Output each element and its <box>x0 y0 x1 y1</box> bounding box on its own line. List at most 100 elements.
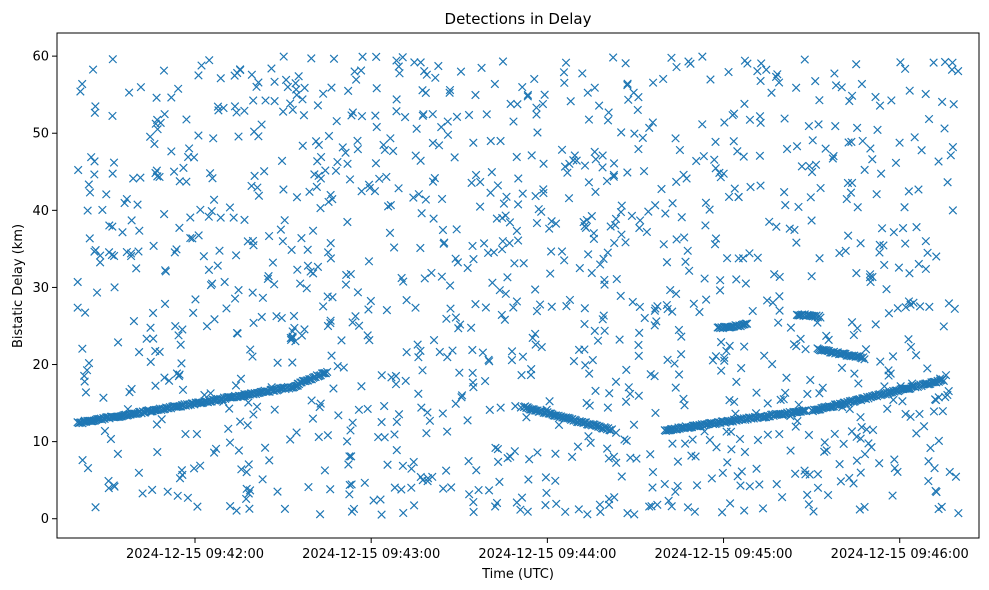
detection-point <box>347 480 356 489</box>
detection-point <box>671 177 681 187</box>
detection-point <box>502 192 511 202</box>
detection-point <box>354 405 364 415</box>
detection-point <box>831 121 840 131</box>
detection-point <box>288 327 297 336</box>
detection-point <box>423 476 432 486</box>
detection-point <box>85 234 94 243</box>
detection-point <box>801 344 810 354</box>
detection-point <box>437 272 447 281</box>
detection-point <box>674 370 684 379</box>
detection-point <box>213 102 223 111</box>
detection-point <box>146 323 155 332</box>
chart-title: Detections in Delay <box>445 10 592 28</box>
detection-point <box>868 155 877 164</box>
detection-point <box>716 366 726 375</box>
detection-point <box>411 303 420 312</box>
detection-point <box>131 264 141 273</box>
detection-point <box>596 507 605 517</box>
detection-point <box>148 308 158 318</box>
detection-point <box>188 234 197 243</box>
detection-point <box>249 410 258 419</box>
detection-point <box>178 470 187 480</box>
detection-point <box>830 69 839 78</box>
detection-point <box>512 498 522 507</box>
detection-point <box>540 90 549 99</box>
detection-point <box>493 457 503 467</box>
detection-point <box>294 72 303 81</box>
detection-point <box>889 395 898 405</box>
detection-point <box>297 331 307 340</box>
detection-point <box>276 225 286 234</box>
detection-point <box>733 472 742 481</box>
detection-point <box>946 151 956 160</box>
detection-point <box>914 185 923 194</box>
detection-point <box>451 399 460 408</box>
detection-point <box>875 101 885 110</box>
detection-point <box>318 89 328 98</box>
detection-point <box>844 473 854 483</box>
detection-point <box>803 389 812 399</box>
detection-point <box>316 399 325 408</box>
detection-point <box>475 177 485 187</box>
detection-point <box>925 302 934 312</box>
detection-point <box>877 224 887 233</box>
detection-point <box>84 180 94 189</box>
detection-point <box>924 457 933 466</box>
detection-point <box>208 134 218 143</box>
detection-point <box>145 132 155 141</box>
detection-point <box>906 300 915 309</box>
detection-point <box>333 361 342 371</box>
detection-point <box>253 183 262 192</box>
detection-point <box>163 487 172 496</box>
detection-point <box>501 289 511 299</box>
detection-point <box>781 200 790 210</box>
detection-point <box>138 489 147 498</box>
detection-point <box>544 224 554 233</box>
detection-point <box>725 395 734 405</box>
detection-point <box>518 352 528 361</box>
detection-point <box>365 335 374 345</box>
detection-point <box>248 352 257 361</box>
detection-point <box>380 145 390 155</box>
detection-point <box>357 187 366 196</box>
detection-point <box>304 482 313 492</box>
detection-point <box>175 223 184 233</box>
detection-point <box>701 198 711 207</box>
detection-point <box>717 508 727 517</box>
detection-point <box>800 55 809 64</box>
detection-point <box>398 277 408 286</box>
detection-point <box>806 193 816 202</box>
plot-frame <box>56 32 980 539</box>
detection-point <box>762 296 772 305</box>
detection-point <box>545 269 555 278</box>
detection-point <box>399 508 408 518</box>
detection-point <box>348 418 357 427</box>
detection-point <box>76 87 85 96</box>
detection-point <box>644 207 653 216</box>
detection-point <box>924 476 933 486</box>
detection-point <box>427 268 436 278</box>
detection-point <box>216 73 225 83</box>
detection-point <box>383 460 392 469</box>
detection-point <box>325 485 335 494</box>
detection-point <box>243 421 252 430</box>
detection-point <box>423 408 432 417</box>
detection-point <box>316 203 325 213</box>
detection-point <box>710 155 719 164</box>
detection-point <box>711 164 720 173</box>
detection-point <box>498 236 508 246</box>
detection-point <box>498 57 508 66</box>
detection-point <box>782 373 791 382</box>
detection-point <box>495 477 504 487</box>
detection-point <box>113 449 123 459</box>
detection-point <box>722 346 731 356</box>
detection-point <box>921 89 930 99</box>
detection-point <box>343 217 352 227</box>
detection-point <box>184 144 194 153</box>
detection-point <box>930 463 939 473</box>
detection-point <box>216 213 225 222</box>
detection-point <box>83 206 92 215</box>
detection-point <box>188 308 198 318</box>
detection-point <box>468 368 477 378</box>
detection-point <box>99 393 108 402</box>
